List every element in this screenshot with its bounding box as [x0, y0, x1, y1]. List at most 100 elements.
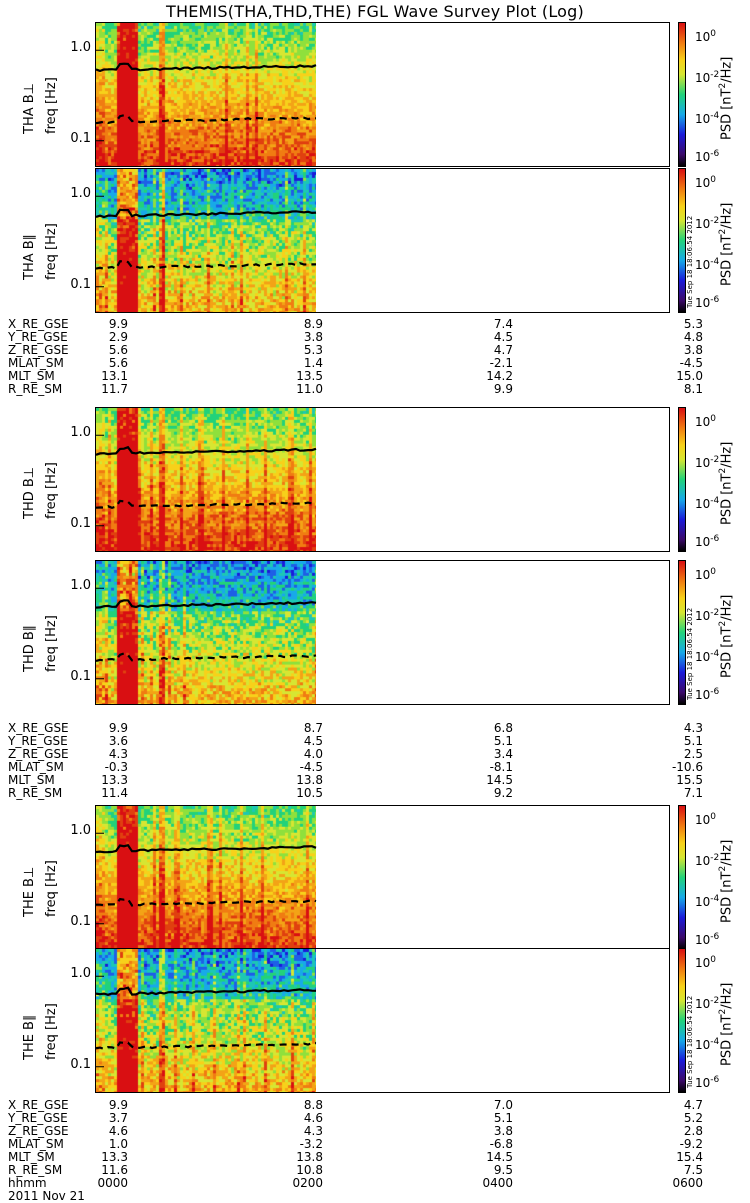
ephemeris-value: 15.5 — [676, 773, 703, 787]
y-tick-label: 1.0 — [70, 40, 91, 56]
ephemeris-row: X_RE_GSE 9.9 8.8 7.0 4.7 — [8, 1098, 703, 1112]
ephemeris-label: R_RE_SM — [8, 1163, 63, 1177]
spectrogram-panel — [95, 560, 670, 705]
ephemeris-row: R_RE_SM 11.4 10.5 9.2 7.1 — [8, 787, 703, 800]
colorbar-tick-label: 100 — [695, 29, 717, 44]
ephemeris-value: 8.8 — [303, 1098, 323, 1112]
ephemeris-row: Z_RE_GSE 5.6 5.3 4.7 3.8 — [8, 343, 703, 357]
frequency-lines — [96, 975, 317, 1068]
frequency-axis-label: freq [Hz] — [44, 223, 59, 280]
ephemeris-row: Y_RE_GSE 3.6 4.5 5.1 5.1 — [8, 734, 703, 748]
y-tick-label: 0.1 — [70, 276, 91, 292]
ephemeris-value: 15.4 — [676, 1150, 703, 1164]
ephemeris-value: 9.5 — [493, 1163, 513, 1177]
ephemeris-value: 8.7 — [303, 721, 323, 735]
ephemeris-row: Y_RE_GSE 2.9 3.8 4.5 4.8 — [8, 330, 703, 344]
ephemeris-value: 4.5 — [303, 734, 323, 748]
spectrogram-panel — [95, 407, 670, 552]
colorbar — [678, 805, 686, 950]
ephemeris-label: R_RE_SM — [8, 382, 63, 396]
spectrogram-image — [96, 169, 316, 312]
panel-name-label: THE B⊥ — [22, 866, 37, 917]
frequency-lines — [96, 49, 317, 142]
colorbar-label: PSD [nT2/Hz] — [718, 594, 735, 678]
colorbar-tick-label: 100 — [695, 567, 717, 582]
ephemeris-value: 2.5 — [683, 747, 703, 761]
solid-frequency-line — [96, 986, 317, 996]
ephemeris-value: 1.4 — [303, 356, 323, 370]
ephemeris-value: 9.9 — [108, 721, 128, 735]
colorbar — [678, 560, 686, 705]
y-tick-label: 1.0 — [70, 823, 91, 839]
ephemeris-value: 4.6 — [303, 1111, 323, 1125]
spectrogram-panel — [95, 168, 670, 313]
y-tick-label: 1.0 — [70, 578, 91, 594]
ephemeris-label: MLAT_SM — [8, 356, 64, 370]
solid-frequency-line — [96, 62, 317, 73]
solid-frequency-line — [96, 208, 317, 219]
ephemeris-label: X_RE_GSE — [8, 317, 69, 331]
colorbar-tick-label: 10-6 — [695, 534, 720, 549]
ephemeris-value: 2.9 — [108, 330, 128, 344]
colorbar-tick-label: 100 — [695, 175, 717, 190]
ephemeris-row: Y_RE_GSE 3.7 4.6 5.1 5.2 — [8, 1111, 703, 1125]
frequency-axis-label: freq [Hz] — [44, 462, 59, 519]
ephemeris-value: 1.0 — [108, 1137, 128, 1151]
colorbar-tick-label: 10-4 — [695, 649, 720, 664]
ephemeris-value: -8.1 — [489, 760, 513, 774]
ephemeris-value: -10.6 — [671, 760, 703, 774]
ephemeris-value: -4.5 — [679, 356, 703, 370]
spectrogram-image — [96, 806, 316, 949]
plot-timestamp: Tue Sep 18 18:06:54 2012 — [686, 607, 694, 700]
ephemeris-value: 5.6 — [108, 343, 128, 357]
colorbar-tick-label: 10-4 — [695, 894, 720, 909]
ephemeris-value: 5.1 — [493, 734, 513, 748]
ephemeris-value: 0000 — [97, 1176, 128, 1190]
ephemeris-value: 5.1 — [493, 1111, 513, 1125]
ephemeris-row: MLT_SM 13.3 13.8 14.5 15.4 — [8, 1150, 703, 1164]
colorbar-tick-label: 10-2 — [695, 70, 720, 85]
ephemeris-label: MLAT_SM — [8, 760, 64, 774]
ephemeris-row: MLAT_SM 5.6 1.4 -2.1 -4.5 — [8, 356, 703, 370]
colorbar-tick-label: 10-6 — [695, 687, 720, 702]
ephemeris-label: hhmm — [8, 1176, 47, 1190]
ephemeris-value: 7.5 — [683, 1163, 703, 1177]
colorbar-label: PSD [nT2/Hz] — [718, 441, 735, 525]
ephemeris-value: 5.3 — [683, 317, 703, 331]
plot-title: THEMIS(THA,THD,THE) FGL Wave Survey Plot… — [166, 2, 584, 21]
ephemeris-row: R_RE_SM 11.6 10.8 9.5 7.5 — [8, 1163, 703, 1177]
colorbar-tick-label: 10-2 — [695, 996, 720, 1011]
ephemeris-row: MLAT_SM -0.3 -4.5 -8.1 -10.6 — [8, 760, 703, 774]
ephemeris-label: MLT_SM — [8, 369, 55, 383]
ephemeris-table: X_RE_GSE 9.9 8.8 7.0 4.7 Y_RE_GSE 3.7 4.6 5.1 5.2… — [8, 1098, 703, 1203]
ephemeris-value: 11.7 — [101, 382, 128, 396]
colorbar-tick-label: 10-2 — [695, 216, 720, 231]
ephemeris-label: Z_RE_GSE — [8, 343, 69, 357]
colorbar-tick-label: 10-6 — [695, 1075, 720, 1090]
ephemeris-value: -4.5 — [299, 760, 323, 774]
ephemeris-value: 13.3 — [101, 1150, 128, 1164]
ephemeris-value: 11.0 — [296, 382, 323, 396]
ephemeris-value: 4.7 — [493, 343, 513, 357]
frequency-lines — [96, 832, 317, 925]
ephemeris-value: 6.8 — [493, 721, 513, 735]
ephemeris-label: MLT_SM — [8, 1150, 55, 1164]
dashed-frequency-line — [96, 114, 317, 125]
panel-name-label: THD B∥ — [22, 624, 37, 672]
plot-timestamp: Tue Sep 18 18:06:54 2012 — [686, 215, 694, 308]
ephemeris-value: 13.8 — [296, 773, 323, 787]
colorbar-tick-label: 10-6 — [695, 295, 720, 310]
ephemeris-row: Z_RE_GSE 4.6 4.3 3.8 2.8 — [8, 1124, 703, 1138]
ephemeris-value: 11.6 — [101, 1163, 128, 1177]
ephemeris-value: 5.2 — [683, 1111, 703, 1125]
ephemeris-label: Z_RE_GSE — [8, 1124, 69, 1138]
ephemeris-value: 8.9 — [303, 317, 323, 331]
dashed-frequency-line — [96, 897, 317, 907]
frequency-axis-label: freq [Hz] — [44, 860, 59, 917]
y-tick-label: 1.0 — [70, 186, 91, 202]
ephemeris-value: 13.3 — [101, 773, 128, 787]
panel-name-label: THA B∥ — [22, 233, 37, 280]
ephemeris-value: 9.9 — [108, 317, 128, 331]
ephemeris-label: Y_RE_GSE — [8, 330, 68, 344]
ephemeris-row: MLT_SM 13.3 13.8 14.5 15.5 — [8, 773, 703, 787]
